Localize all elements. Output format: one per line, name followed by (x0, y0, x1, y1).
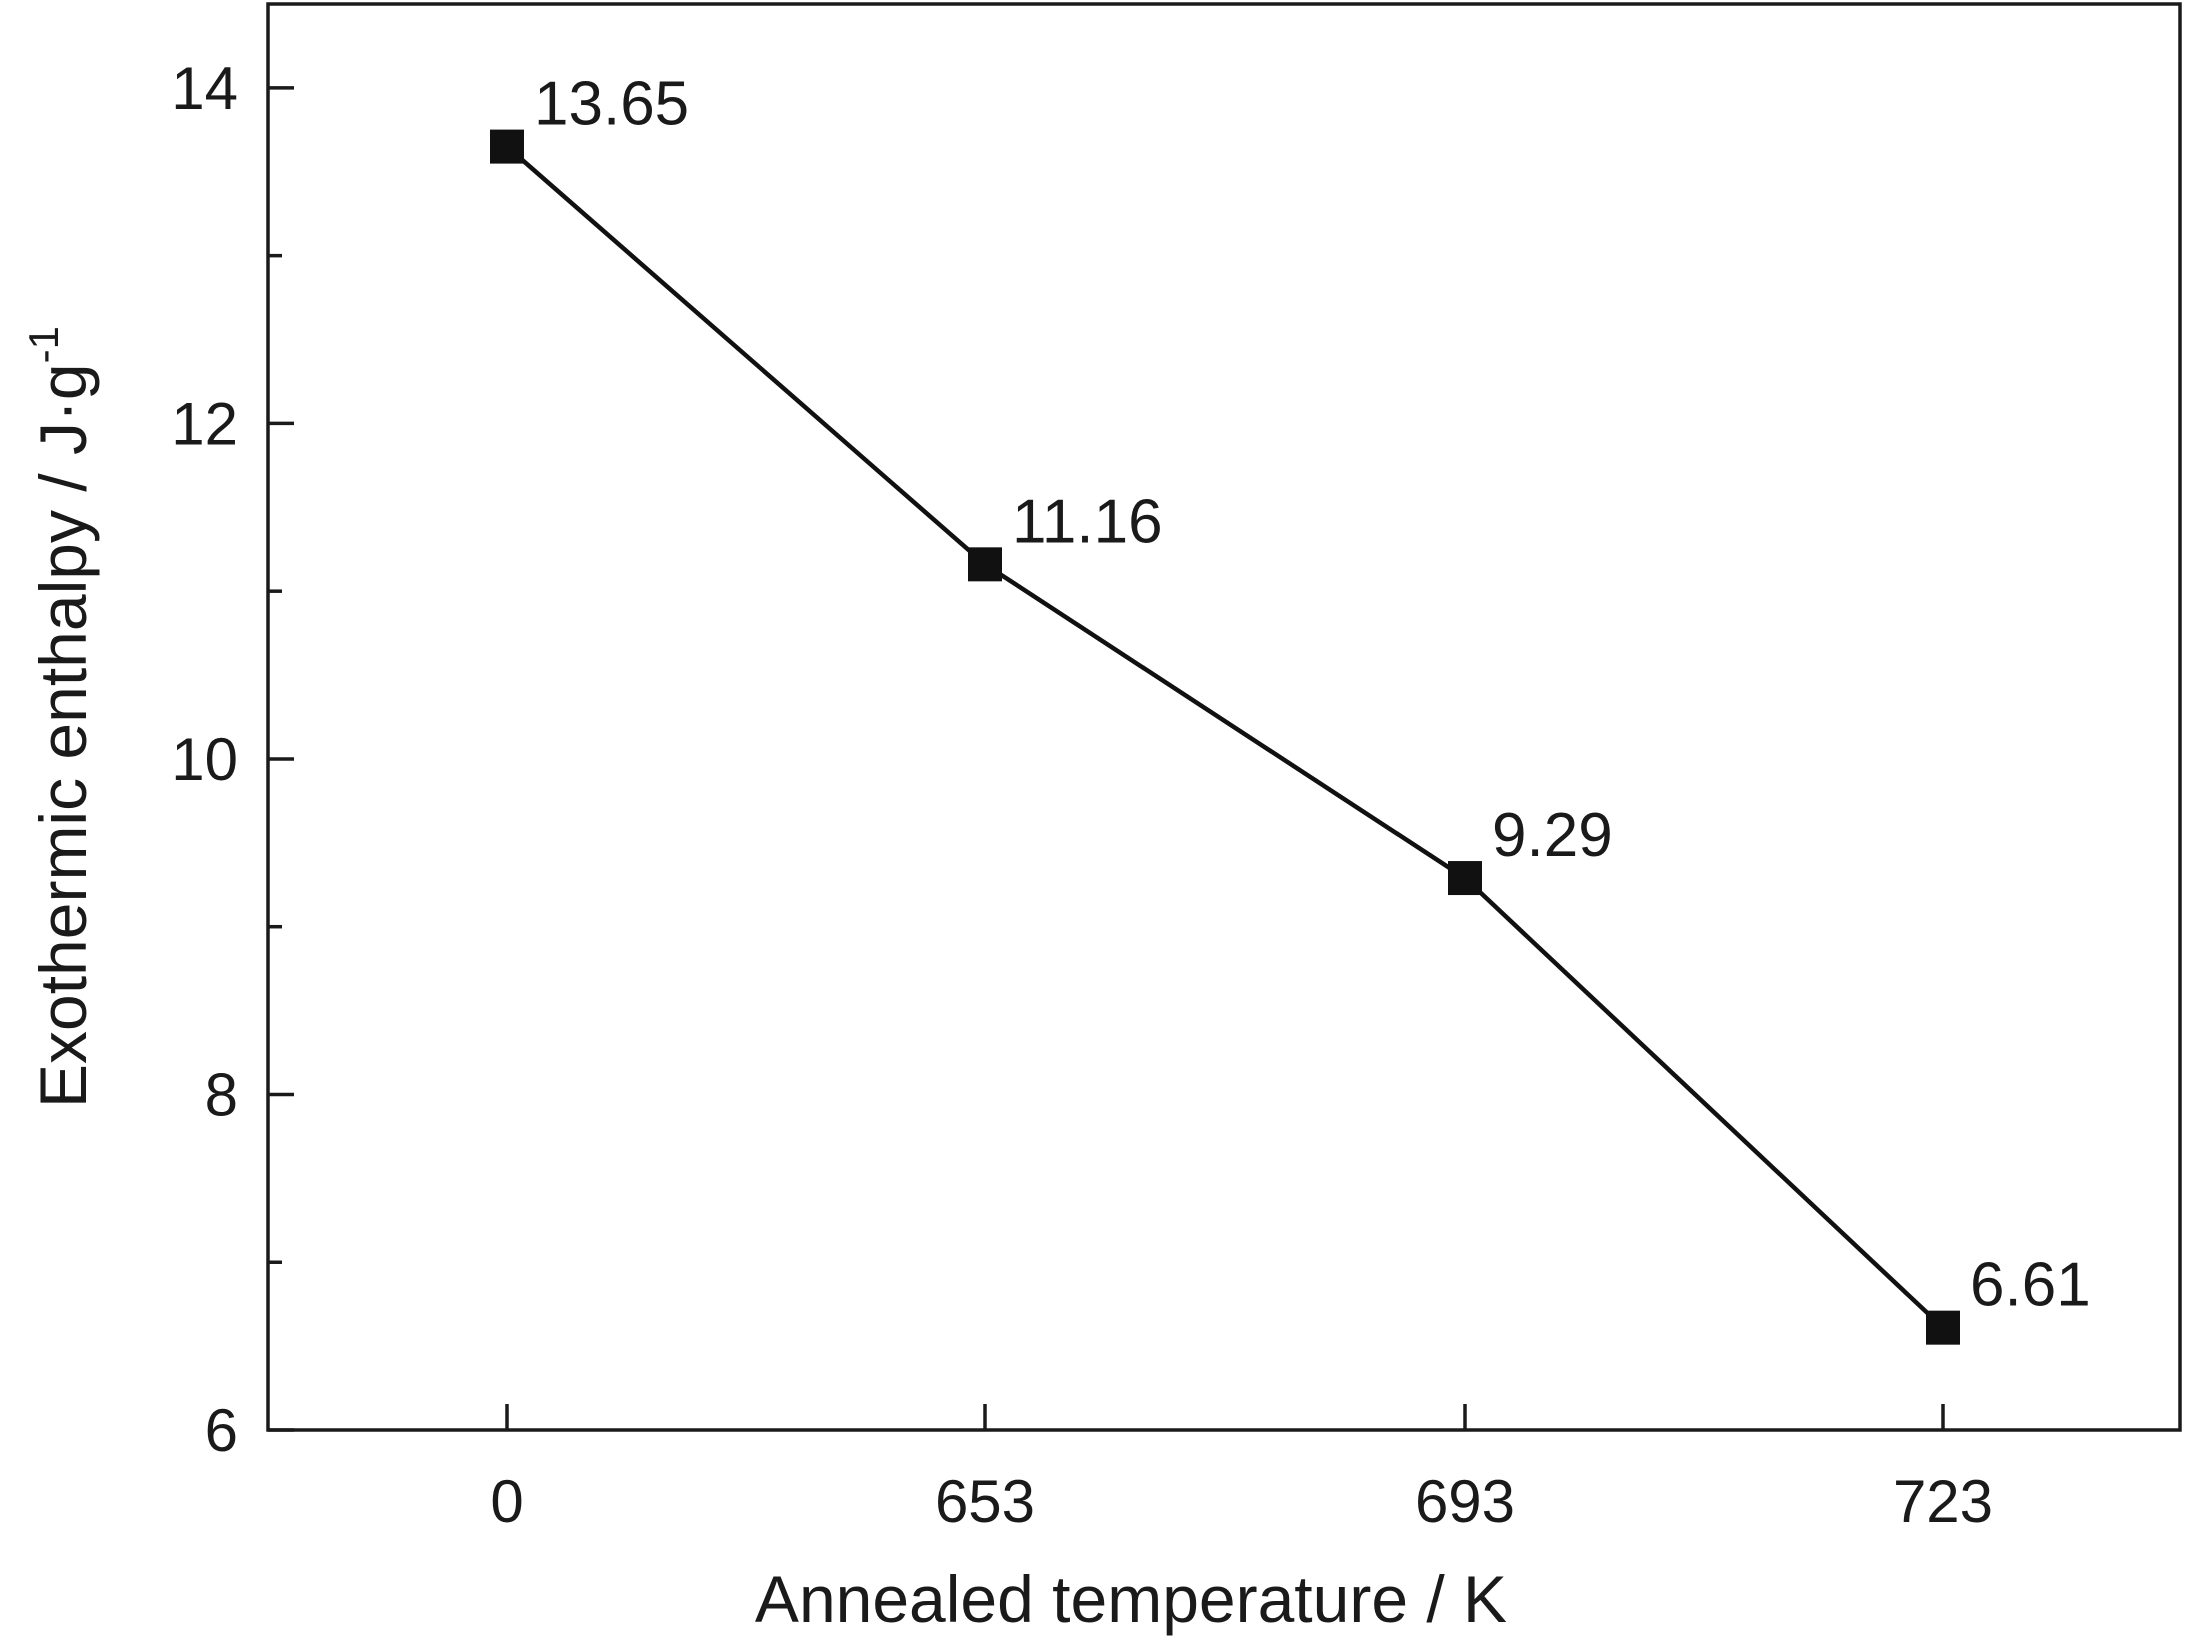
series-layer: 13.65 11.16 9.29 6.61 (490, 70, 2091, 1345)
data-label: 6.61 (1970, 1251, 2091, 1320)
x-tick-label: 693 (1415, 1468, 1515, 1535)
data-point-marker (968, 547, 1002, 582)
x-tick-label: 0 (490, 1468, 523, 1535)
data-label: 13.65 (534, 70, 689, 139)
data-label: 9.29 (1492, 801, 1613, 870)
x-axis-ticks: 0 653 693 723 (490, 1404, 1993, 1535)
data-point-marker (1448, 861, 1482, 896)
plot-frame (266, 2, 2182, 1432)
x-axis-title: Annealed temperature / K (755, 1562, 1507, 1636)
y-axis-title: Exothermic enthalpy / J·g-1 (20, 326, 100, 1108)
y-tick-label: 14 (171, 55, 238, 122)
y-tick-label: 6 (205, 1397, 238, 1464)
y-axis-title-superscript: -1 (20, 326, 67, 363)
y-tick-label: 8 (205, 1061, 238, 1128)
y-axis-ticks: 6 8 10 12 14 (171, 55, 294, 1464)
series-line (505, 144, 1945, 1330)
y-tick-label: 10 (171, 726, 238, 793)
data-point-marker (490, 129, 524, 164)
data-point-marker (1926, 1310, 1960, 1345)
y-axis-title-main: Exothermic enthalpy / J·g (26, 363, 100, 1108)
y-tick-label: 12 (171, 390, 238, 457)
x-tick-label: 723 (1893, 1468, 1993, 1535)
data-label: 11.16 (1012, 487, 1163, 556)
x-tick-label: 653 (935, 1468, 1035, 1535)
